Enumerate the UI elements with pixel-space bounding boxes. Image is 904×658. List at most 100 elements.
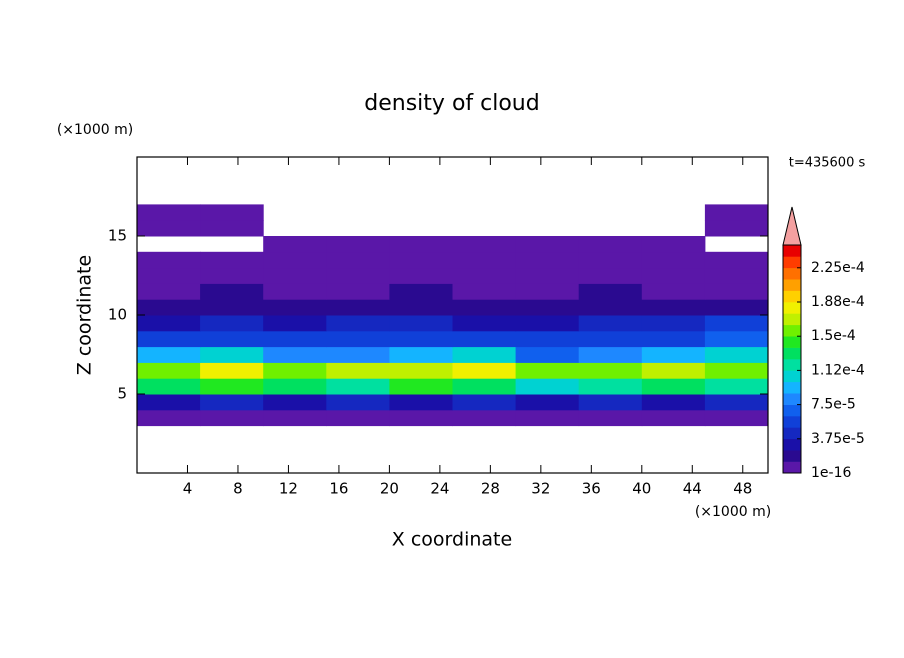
colorbar-band [783,461,801,474]
contour-cell [578,409,643,427]
colorbar-tick-label: 1.5e-4 [811,328,856,344]
contour-cell [200,409,264,427]
colorbar: 1e-16 3.75e-5 7.5e-5 1.12e-4 1.5e-4 1.88e-4 2.… [782,206,865,481]
contour-cell [515,283,580,300]
contour-cell [263,362,327,379]
contour-cell [578,315,643,332]
contour-cell [515,236,580,253]
contour-cell [326,330,390,348]
contour-cell [326,283,390,300]
contour-cell [704,394,769,411]
contour-cell [641,394,706,411]
contour-cell [326,236,390,253]
contour-cell [704,204,769,221]
contour-cell [515,315,580,332]
contour-cell [641,330,706,348]
contour-cell [641,236,706,253]
contour-cell [137,251,201,269]
contour-cell [137,409,201,427]
contour-cell [389,362,453,379]
contour-cell [578,267,643,284]
contour-cell [200,346,264,363]
y-unit-label: (×1000 m) [57,122,133,138]
y-tick-label: 10 [108,306,127,324]
colorbar-tick-label: 7.5e-5 [811,397,856,413]
contour-cell [326,394,390,411]
colorbar-band [783,313,801,326]
contour-cell [452,299,517,316]
contour-cell [263,236,327,253]
colorbar-frame [782,244,802,474]
contour-cell [515,378,580,395]
contour-cell [578,330,643,348]
contour-cell [389,236,453,253]
contour-cell [515,362,580,379]
contour-cell [452,362,517,379]
contour-cell [200,362,264,379]
contour-cell [263,394,327,411]
contour-cell [641,315,706,332]
contour-cell [137,394,201,411]
contour-cell [263,267,327,284]
contour-cell [389,251,453,269]
contour-cell [389,299,453,316]
contour-cell [641,251,706,269]
contour-cell [704,378,769,395]
contour-cell [515,409,580,427]
colorbar-band [783,256,801,269]
x-tick-label: 16 [329,480,348,498]
colorbar-band [783,290,801,303]
contour-cell [137,330,201,348]
contour-cell [641,362,706,379]
colorbar-tick-label: 1e-16 [811,465,851,481]
contour-cell [263,330,327,348]
colorbar-band [783,381,801,394]
contour-cell [200,251,264,269]
x-tick-label: 32 [531,480,550,498]
contour-cell [200,299,264,316]
contour-cell [137,204,201,221]
colorbar-tick-label: 1.12e-4 [811,362,865,378]
colorbar-band [783,370,801,383]
x-tick-label: 36 [582,480,601,498]
contour-cell [326,362,390,379]
contour-cell [389,315,453,332]
contour-cell [452,330,517,348]
colorbar-extension [782,206,802,246]
contour-cell [263,283,327,300]
colorbar-band [783,302,801,314]
x-tick-label: 12 [279,480,298,498]
contour-cell [452,378,517,395]
contour-cell [326,409,390,427]
contour-cell [515,299,580,316]
contour-cell [389,409,453,427]
colorbar-band [783,267,801,280]
contour-cell [326,267,390,284]
colorbar-band [783,404,801,417]
contour-cell [515,267,580,284]
y-tick-label: 5 [117,385,127,403]
contour-cell [389,330,453,348]
contour-cell [137,378,201,395]
contour-cell [389,267,453,284]
contour-cell [578,346,643,363]
contour-cell [263,409,327,427]
contour-cell [389,394,453,411]
contour-cell [326,251,390,269]
contour-cell [137,362,201,379]
contour-cell [137,315,201,332]
contour-cell [704,346,769,363]
contour-field [137,204,769,427]
contour-cell [263,315,327,332]
colorbar-band [783,450,801,462]
x-tick-label: 4 [183,480,193,498]
contour-cell [137,220,201,237]
contour-cell [200,283,264,300]
contour-cell [578,299,643,316]
contour-cell [578,283,643,300]
colorbar-band [783,324,801,337]
contour-cell [452,236,517,253]
chart-title: density of cloud [364,91,539,116]
